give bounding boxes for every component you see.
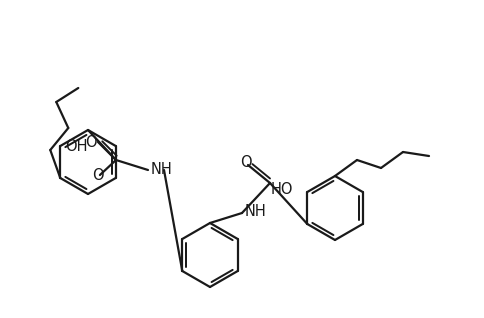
Text: OH: OH	[65, 139, 88, 154]
Text: O: O	[240, 155, 251, 169]
Text: NH: NH	[151, 162, 172, 176]
Text: HO: HO	[270, 183, 293, 197]
Text: NH: NH	[244, 204, 266, 219]
Text: O: O	[92, 168, 104, 183]
Text: O: O	[85, 135, 97, 149]
